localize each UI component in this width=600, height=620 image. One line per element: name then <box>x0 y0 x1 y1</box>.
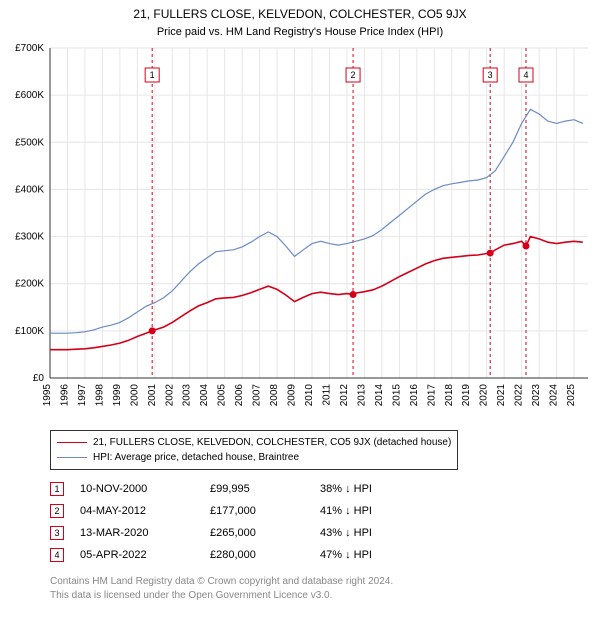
marker-box: 1 <box>50 482 64 496</box>
svg-text:2020: 2020 <box>479 384 490 407</box>
svg-text:2: 2 <box>351 70 356 80</box>
svg-text:1996: 1996 <box>59 384 70 407</box>
marker-box: 2 <box>50 504 64 518</box>
svg-text:2019: 2019 <box>461 384 472 407</box>
data-cell-date: 10-NOV-2000 <box>64 483 210 495</box>
svg-text:1999: 1999 <box>112 384 123 407</box>
svg-text:2005: 2005 <box>217 384 228 407</box>
svg-text:2009: 2009 <box>287 384 298 407</box>
footer-line-1: Contains HM Land Registry data © Crown c… <box>50 575 393 589</box>
svg-text:2012: 2012 <box>339 384 350 407</box>
legend-swatch <box>57 457 87 458</box>
svg-text:£400K: £400K <box>15 184 44 195</box>
data-table-row: 204-MAY-2012£177,00041% ↓ HPI <box>50 500 430 522</box>
svg-text:2016: 2016 <box>409 384 420 407</box>
svg-text:2003: 2003 <box>182 384 193 407</box>
footer-text: Contains HM Land Registry data © Crown c… <box>50 575 393 603</box>
svg-text:£300K: £300K <box>15 232 44 243</box>
svg-text:£500K: £500K <box>15 137 44 148</box>
data-table-row: 313-MAR-2020£265,00043% ↓ HPI <box>50 522 430 544</box>
svg-text:2010: 2010 <box>304 384 315 407</box>
svg-text:2001: 2001 <box>147 384 158 407</box>
legend-item: HPI: Average price, detached house, Brai… <box>57 450 451 465</box>
legend-label: 21, FULLERS CLOSE, KELVEDON, COLCHESTER,… <box>93 437 451 448</box>
legend-swatch <box>57 442 87 443</box>
data-cell-date: 04-MAY-2012 <box>64 505 210 517</box>
data-table-row: 405-APR-2022£280,00047% ↓ HPI <box>50 544 430 566</box>
svg-text:2017: 2017 <box>426 384 437 407</box>
svg-text:2024: 2024 <box>549 384 560 407</box>
data-cell-price: £265,000 <box>210 527 320 539</box>
svg-text:2023: 2023 <box>531 384 542 407</box>
legend-item: 21, FULLERS CLOSE, KELVEDON, COLCHESTER,… <box>57 435 451 450</box>
svg-text:2025: 2025 <box>566 384 577 407</box>
svg-text:1995: 1995 <box>42 384 53 407</box>
data-table: 110-NOV-2000£99,99538% ↓ HPI204-MAY-2012… <box>50 478 430 566</box>
svg-text:2018: 2018 <box>444 384 455 407</box>
svg-text:2011: 2011 <box>321 384 332 406</box>
data-cell-pct: 47% ↓ HPI <box>320 549 430 561</box>
svg-text:1997: 1997 <box>77 384 88 407</box>
data-cell-pct: 43% ↓ HPI <box>320 527 430 539</box>
svg-text:1: 1 <box>150 70 155 80</box>
data-cell-price: £280,000 <box>210 549 320 561</box>
svg-text:£700K: £700K <box>15 43 44 54</box>
svg-text:£600K: £600K <box>15 90 44 101</box>
svg-text:£100K: £100K <box>15 326 44 337</box>
footer-line-2: This data is licensed under the Open Gov… <box>50 589 393 603</box>
svg-text:2015: 2015 <box>391 384 402 407</box>
svg-text:£200K: £200K <box>15 279 44 290</box>
svg-text:2007: 2007 <box>252 384 263 407</box>
svg-text:2013: 2013 <box>356 384 367 407</box>
svg-text:4: 4 <box>523 70 528 80</box>
svg-text:2022: 2022 <box>514 384 525 407</box>
marker-box: 3 <box>50 526 64 540</box>
data-cell-date: 05-APR-2022 <box>64 549 210 561</box>
chart-container: 21, FULLERS CLOSE, KELVEDON, COLCHESTER,… <box>0 0 600 620</box>
legend-box: 21, FULLERS CLOSE, KELVEDON, COLCHESTER,… <box>50 430 458 470</box>
svg-text:2008: 2008 <box>269 384 280 407</box>
data-cell-pct: 41% ↓ HPI <box>320 505 430 517</box>
svg-text:2014: 2014 <box>374 384 385 407</box>
data-cell-price: £177,000 <box>210 505 320 517</box>
data-table-row: 110-NOV-2000£99,99538% ↓ HPI <box>50 478 430 500</box>
svg-text:2002: 2002 <box>164 384 175 407</box>
marker-box: 4 <box>50 548 64 562</box>
svg-text:3: 3 <box>488 70 493 80</box>
data-cell-date: 13-MAR-2020 <box>64 527 210 539</box>
data-cell-pct: 38% ↓ HPI <box>320 483 430 495</box>
data-cell-price: £99,995 <box>210 483 320 495</box>
svg-text:2006: 2006 <box>234 384 245 407</box>
svg-text:£0: £0 <box>33 373 45 384</box>
svg-text:2021: 2021 <box>496 384 507 407</box>
svg-text:2000: 2000 <box>129 384 140 407</box>
svg-text:2004: 2004 <box>199 384 210 407</box>
svg-text:1998: 1998 <box>94 384 105 407</box>
legend-label: HPI: Average price, detached house, Brai… <box>93 452 299 463</box>
